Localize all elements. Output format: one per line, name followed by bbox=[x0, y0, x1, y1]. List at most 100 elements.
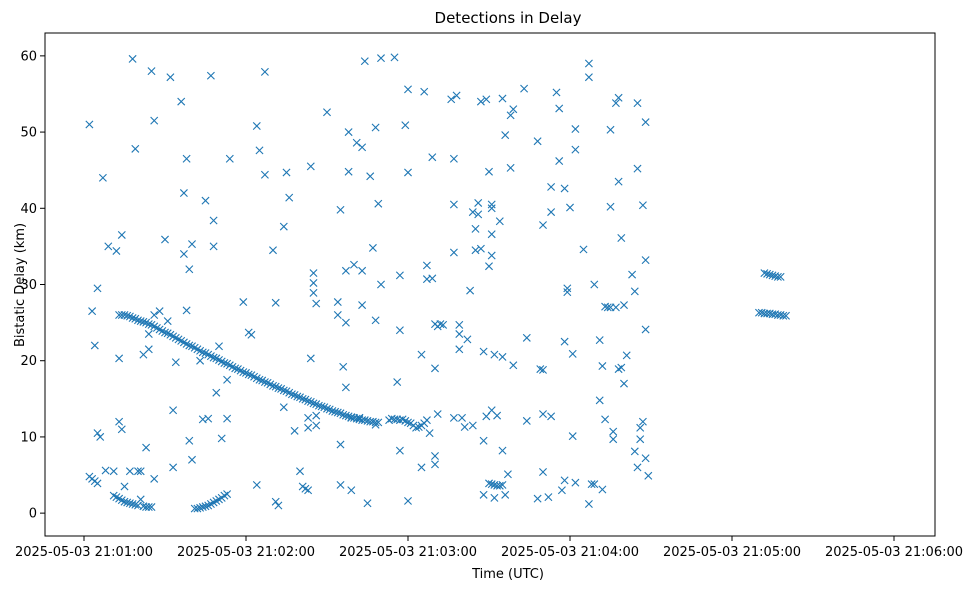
data-point bbox=[560, 476, 569, 485]
data-point bbox=[112, 246, 121, 255]
data-point bbox=[471, 224, 480, 233]
data-point bbox=[590, 480, 599, 489]
data-point bbox=[85, 120, 94, 129]
data-point bbox=[169, 463, 178, 472]
data-point bbox=[115, 417, 124, 426]
data-point bbox=[555, 104, 564, 113]
data-point bbox=[495, 217, 504, 226]
data-point bbox=[563, 288, 572, 297]
data-point bbox=[474, 210, 483, 219]
data-point bbox=[182, 154, 191, 163]
data-point bbox=[425, 429, 434, 438]
data-point bbox=[544, 493, 553, 502]
data-point bbox=[196, 356, 205, 365]
data-point bbox=[422, 416, 431, 425]
data-point bbox=[201, 196, 210, 205]
data-point bbox=[433, 410, 442, 419]
data-point bbox=[144, 503, 153, 512]
data-point bbox=[768, 271, 777, 280]
data-point bbox=[479, 347, 488, 356]
data-point bbox=[404, 85, 412, 94]
data-point bbox=[371, 316, 380, 325]
data-point bbox=[217, 434, 226, 443]
data-point bbox=[579, 245, 588, 254]
data-point bbox=[555, 157, 564, 166]
y-tick-label: 0 bbox=[29, 507, 37, 522]
x-tick-label: 2025-05-03 21:06:00 bbox=[825, 545, 963, 560]
data-point bbox=[93, 429, 102, 438]
data-point bbox=[371, 123, 380, 132]
data-point bbox=[128, 314, 137, 323]
data-point bbox=[633, 99, 642, 108]
data-point bbox=[493, 411, 502, 420]
data-point bbox=[144, 320, 153, 329]
data-point bbox=[209, 353, 218, 362]
data-point bbox=[395, 446, 404, 455]
data-point bbox=[279, 386, 288, 395]
data-point bbox=[285, 193, 294, 202]
data-point bbox=[776, 272, 785, 281]
data-point bbox=[614, 93, 623, 102]
data-point bbox=[522, 416, 531, 425]
data-point bbox=[644, 471, 653, 480]
data-point bbox=[117, 230, 126, 239]
data-point bbox=[296, 467, 304, 476]
data-point bbox=[404, 168, 412, 177]
data-point bbox=[617, 363, 626, 372]
data-point bbox=[622, 351, 631, 360]
data-point bbox=[595, 336, 604, 345]
data-point bbox=[539, 221, 547, 230]
data-point bbox=[201, 502, 210, 511]
data-point bbox=[468, 421, 477, 430]
data-point bbox=[339, 410, 348, 419]
data-point bbox=[495, 481, 504, 490]
data-point bbox=[431, 364, 439, 373]
data-point bbox=[220, 359, 229, 367]
data-point bbox=[447, 95, 456, 104]
data-point bbox=[611, 99, 620, 108]
data-point bbox=[509, 361, 518, 370]
data-point bbox=[347, 486, 356, 495]
data-point bbox=[128, 54, 137, 63]
data-point bbox=[115, 354, 124, 363]
data-point bbox=[636, 423, 645, 432]
data-point bbox=[333, 408, 342, 417]
data-point bbox=[395, 326, 404, 335]
data-point bbox=[136, 467, 145, 476]
data-point bbox=[333, 298, 342, 307]
data-point bbox=[188, 455, 196, 464]
data-point bbox=[198, 348, 207, 357]
x-tick-label: 2025-05-03 21:03:00 bbox=[339, 545, 477, 560]
data-point bbox=[773, 272, 782, 281]
data-point bbox=[161, 328, 169, 337]
data-point bbox=[120, 482, 129, 491]
data-point bbox=[449, 248, 458, 257]
data-point bbox=[339, 362, 348, 371]
data-point bbox=[533, 494, 542, 503]
data-point bbox=[317, 402, 326, 411]
data-point bbox=[506, 111, 515, 120]
data-point bbox=[501, 131, 510, 140]
data-point bbox=[547, 208, 556, 217]
data-point bbox=[179, 250, 188, 259]
data-point bbox=[309, 399, 318, 408]
data-point bbox=[282, 168, 291, 177]
y-tick-label: 10 bbox=[20, 430, 37, 445]
data-point bbox=[584, 73, 593, 82]
data-point bbox=[215, 342, 223, 351]
data-point bbox=[347, 413, 356, 422]
data-point bbox=[584, 59, 593, 68]
data-point bbox=[782, 311, 790, 320]
data-point bbox=[360, 416, 369, 425]
data-point bbox=[455, 345, 464, 354]
data-point bbox=[501, 490, 510, 499]
data-point bbox=[393, 378, 402, 387]
data-point bbox=[539, 410, 547, 419]
data-point bbox=[536, 365, 545, 374]
data-point bbox=[117, 425, 126, 434]
data-point bbox=[306, 354, 315, 363]
data-point bbox=[177, 97, 186, 106]
data-point bbox=[166, 73, 175, 82]
data-point bbox=[374, 199, 383, 208]
data-point bbox=[520, 84, 529, 93]
